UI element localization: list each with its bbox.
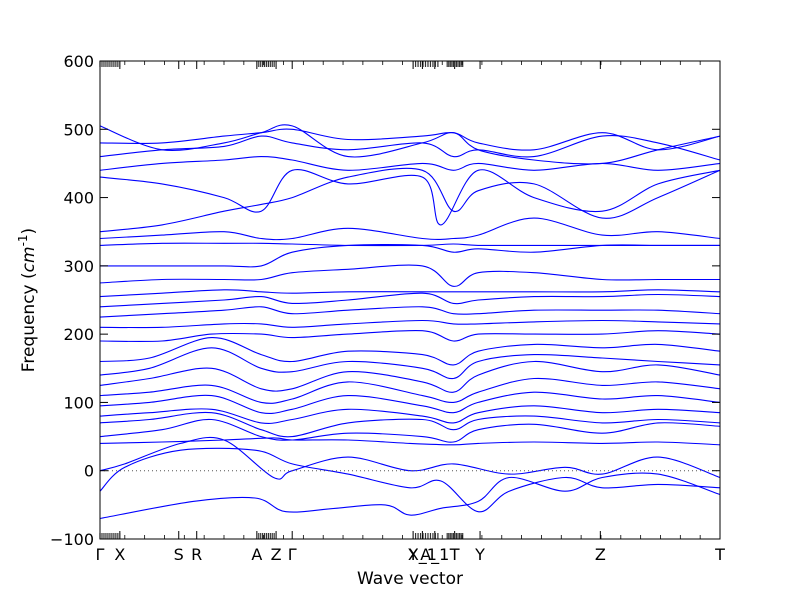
plot-frame [99, 60, 721, 540]
band-line-17 [99, 289, 721, 298]
x-tick-label: T [449, 545, 460, 564]
y-axis-label-paren-close: ) [19, 228, 39, 235]
y-axis-label-unit: cm [19, 246, 39, 272]
band-line-19 [100, 243, 720, 268]
band-curves [99, 124, 721, 520]
band-line-6 [99, 411, 721, 438]
y-axis-label-exponent: -1 [16, 234, 30, 246]
band-line-22 [99, 167, 721, 233]
x-tick-label: Z [271, 545, 282, 564]
y-tick-label: −100 [50, 530, 94, 549]
x-tick-label: Z [595, 545, 606, 564]
band-line-2 [99, 447, 721, 513]
x-axis-label: Wave vector [357, 569, 463, 589]
band-line-7 [99, 405, 721, 424]
band-line-15 [99, 306, 721, 318]
y-tick-label: 600 [63, 52, 94, 71]
x-tick-label: T [714, 545, 725, 564]
x-tick-label: A_1 [420, 545, 449, 565]
band-line-20 [99, 242, 720, 247]
axis-ticks [99, 60, 721, 540]
y-axis-label: Frequency (cm-1) [16, 228, 39, 372]
x-tick-label: S [174, 545, 184, 564]
x-tick-label: Γ [96, 545, 105, 564]
x-tick-label: X_1 [408, 545, 437, 565]
x-tick-label: A [251, 545, 262, 564]
band-line-16 [99, 292, 721, 308]
x-tick-label: Y [474, 545, 485, 564]
band-line-5 [99, 418, 721, 443]
band-line-10 [99, 360, 721, 393]
band-line-13 [99, 329, 721, 343]
x-tick-label: Y [407, 545, 418, 564]
y-tick-label: 200 [63, 325, 94, 344]
y-tick-label: 300 [63, 257, 94, 276]
band-line-21 [99, 217, 721, 241]
band-line-4 [99, 437, 721, 446]
y-axis-label-prefix: Frequency [19, 284, 39, 372]
y-tick-label: 500 [63, 120, 94, 139]
y-axis-label-paren-open: ( [19, 272, 39, 284]
y-tick-label: 0 [84, 462, 94, 481]
x-tick-label: Γ [288, 545, 297, 564]
band-line-23 [99, 168, 721, 226]
y-tick-label: 400 [63, 189, 94, 208]
band-line-12 [99, 337, 721, 366]
band-line-14 [99, 319, 721, 329]
band-line-18 [99, 264, 720, 287]
band-line-8 [99, 391, 721, 415]
x-tick-label: R [191, 545, 202, 564]
band-line-26 [99, 128, 721, 151]
x-tick-label: X [114, 545, 125, 564]
band-line-11 [99, 347, 721, 380]
y-tick-label: 100 [63, 393, 94, 412]
band-line-27 [99, 124, 721, 165]
band-line-9 [99, 377, 721, 404]
band-line-1 [99, 472, 721, 520]
